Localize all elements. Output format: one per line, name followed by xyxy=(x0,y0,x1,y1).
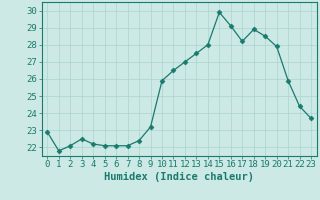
X-axis label: Humidex (Indice chaleur): Humidex (Indice chaleur) xyxy=(104,172,254,182)
